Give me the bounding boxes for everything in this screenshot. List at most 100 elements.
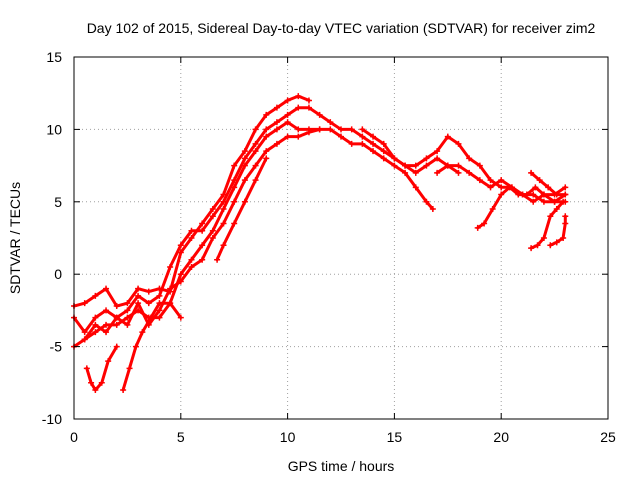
data-point: [120, 387, 127, 394]
data-point: [92, 292, 99, 299]
data-point: [156, 314, 163, 321]
data-point: [113, 314, 120, 321]
data-point: [476, 177, 483, 184]
data-point: [105, 358, 112, 365]
data-point: [540, 235, 547, 241]
data-point: [156, 300, 163, 307]
data-point: [423, 198, 430, 205]
y-tick-label: -10: [42, 411, 62, 427]
grid: [74, 57, 608, 419]
data-point: [156, 307, 163, 314]
data-point: [135, 285, 142, 292]
data-point: [536, 177, 543, 184]
data-point: [402, 162, 409, 169]
data-point: [209, 235, 216, 241]
data-point: [534, 242, 541, 249]
series-track-1: [71, 93, 312, 310]
data-point: [348, 126, 355, 133]
data-point: [199, 220, 206, 227]
data-point: [241, 162, 248, 169]
x-tick-label: 5: [177, 429, 185, 445]
data-point: [177, 242, 184, 249]
data-point: [295, 126, 302, 133]
data-point: [295, 133, 302, 140]
y-axis-label: SDTVAR / TECUs: [7, 182, 23, 294]
data-point: [273, 119, 280, 126]
data-point: [434, 169, 441, 176]
data-point: [423, 155, 430, 162]
data-point: [498, 184, 505, 191]
data-point: [553, 239, 560, 246]
data-point: [338, 133, 344, 140]
data-point: [528, 245, 535, 252]
data-point: [444, 133, 451, 140]
data-point: [434, 148, 441, 155]
data-point: [252, 148, 259, 155]
data-point: [124, 307, 131, 314]
data-point: [560, 198, 567, 205]
data-point: [124, 300, 131, 307]
data-point: [553, 191, 560, 198]
data-point: [241, 177, 248, 184]
data-point: [92, 314, 99, 321]
data-point: [145, 300, 152, 307]
data-point: [455, 140, 462, 147]
series-track-10: [474, 184, 569, 231]
data-point: [284, 119, 291, 126]
data-point: [135, 300, 142, 307]
series-track-8: [359, 126, 569, 205]
data-point: [305, 104, 312, 111]
x-tick-label: 20: [493, 429, 509, 445]
data-point: [177, 278, 184, 285]
data-point: [220, 206, 227, 213]
data-point: [145, 288, 152, 295]
data-point: [380, 155, 387, 162]
data-point: [562, 191, 569, 198]
data-point: [370, 148, 377, 155]
data-point: [241, 198, 248, 205]
data-point: [540, 191, 547, 198]
data-point: [231, 184, 238, 191]
data-point: [81, 329, 88, 336]
data-point: [370, 140, 377, 147]
data-point: [530, 191, 537, 198]
data-point: [81, 300, 88, 307]
data-point: [327, 119, 334, 126]
data-point: [359, 126, 366, 133]
data-point: [327, 126, 334, 133]
data-point: [273, 126, 280, 133]
data-point: [359, 133, 366, 140]
data-point: [92, 321, 99, 328]
data-point: [402, 169, 409, 176]
y-tick-labels: -10 -5 0 5 10 15: [42, 49, 62, 427]
data-point: [316, 126, 323, 133]
data-point: [252, 140, 259, 147]
data-point: [489, 206, 496, 213]
y-tick-label: 0: [54, 266, 62, 282]
data-point: [147, 314, 154, 321]
data-point: [103, 285, 110, 292]
data-point: [241, 148, 248, 155]
data-point: [167, 285, 174, 292]
x-tick-label: 25: [600, 429, 616, 445]
data-point: [126, 365, 133, 372]
data-point: [423, 162, 430, 169]
data-point: [412, 162, 419, 169]
data-point: [338, 126, 344, 133]
data-point: [553, 206, 560, 213]
data-point: [177, 314, 184, 321]
data-point: [231, 162, 238, 169]
data-point: [214, 256, 221, 263]
data-point: [551, 198, 558, 205]
data-point: [487, 184, 494, 191]
series-line: [72, 94, 311, 308]
data-point: [199, 242, 206, 249]
data-point: [263, 133, 270, 140]
data-point: [359, 140, 366, 147]
series-track-5: [83, 343, 120, 394]
y-tick-label: 10: [46, 121, 62, 137]
y-tick-label: -5: [50, 339, 63, 355]
series-line: [476, 185, 567, 230]
data-point: [305, 97, 312, 104]
